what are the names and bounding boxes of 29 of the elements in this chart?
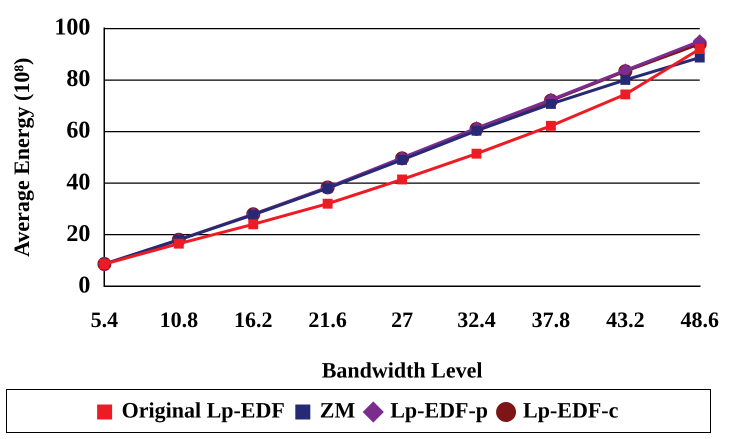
x-tick-label: 37.8 [532, 307, 570, 332]
point [694, 44, 705, 54]
point [620, 89, 630, 100]
x-axis-title: Bandwidth Level [322, 357, 482, 382]
y-tick-label: 60 [66, 118, 90, 144]
x-tick-label: 10.8 [160, 307, 198, 332]
point [248, 219, 258, 230]
y-tick-label: 40 [66, 169, 90, 196]
point [620, 75, 630, 85]
y-axis-title: Average Energy (10⁸) [8, 58, 34, 257]
y-tick-label: 20 [66, 220, 90, 247]
y-tick-label: 80 [66, 66, 90, 92]
x-tick-label: 16.2 [234, 307, 272, 332]
point [322, 198, 333, 209]
x-tick-label: 27 [391, 307, 414, 332]
x-tick-label: 48.6 [680, 307, 719, 332]
y-tick-label: 100 [54, 14, 90, 41]
legend-label: ZM [320, 398, 356, 423]
legend-label: Lp-EDF-c [523, 398, 619, 423]
legend-label: Original Lp-EDF [122, 398, 285, 423]
legend-label: Lp-EDF-p [390, 398, 488, 423]
x-tick-label: 32.4 [457, 307, 496, 332]
y-tick-label: 0 [78, 272, 90, 298]
point [397, 174, 408, 184]
x-tick-label: 5.4 [90, 307, 118, 332]
point [546, 120, 556, 131]
x-tick-label: 43.2 [606, 307, 645, 332]
x-tick-label: 21.6 [308, 307, 347, 332]
point [472, 148, 482, 159]
